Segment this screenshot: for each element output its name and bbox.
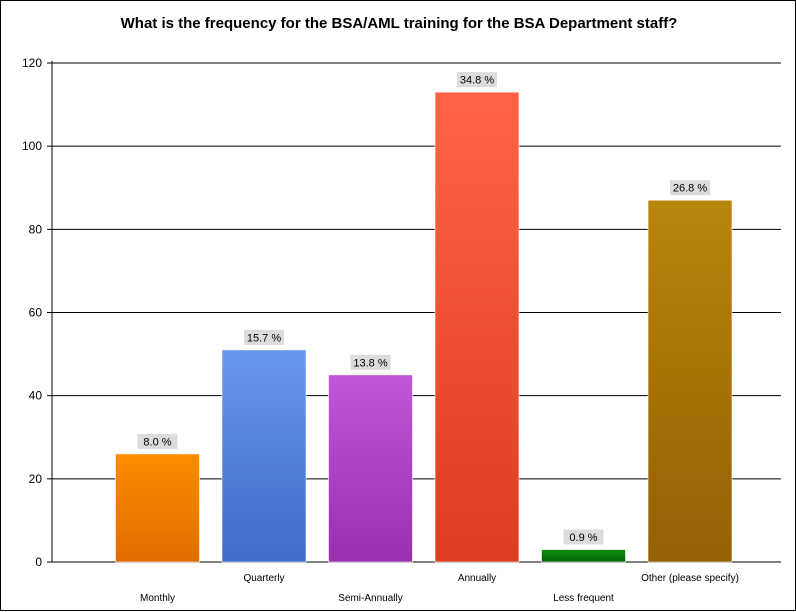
bar-monthly	[115, 453, 200, 563]
bar-less-frequent	[541, 549, 626, 563]
data-label-box	[244, 329, 284, 345]
bars	[115, 91, 733, 563]
data-label-box	[350, 354, 391, 370]
x-tick-label: Annually	[458, 573, 496, 584]
y-tick-label: 0	[35, 555, 42, 569]
data-labels: 8.0 % 15.7 % 13.8 % 34.8 % 0.9 % 26.8 %	[137, 72, 710, 545]
chart-title: What is the frequency for the BSA/AML tr…	[120, 15, 678, 32]
y-tick-label: 60	[29, 306, 43, 320]
data-label-box	[137, 433, 178, 449]
y-tick-label: 80	[29, 222, 43, 236]
x-tick-label: Quarterly	[243, 573, 284, 584]
y-tick-label: 20	[29, 472, 43, 486]
data-label: 8.0 %	[143, 436, 171, 448]
y-tick-label: 120	[22, 56, 42, 70]
y-tick-label: 40	[29, 389, 43, 403]
bar-other-please-specify	[647, 199, 733, 563]
data-label: 15.7 %	[247, 332, 281, 344]
y-tick-labels: 0 20 40 60 80 100 120	[22, 56, 42, 569]
data-label: 13.8 %	[353, 357, 387, 369]
x-tick-labels: Monthly Quarterly Semi-Annually Annually Les…	[140, 573, 739, 604]
data-label-box	[670, 180, 710, 196]
data-label: 26.8 %	[673, 183, 707, 195]
data-label-box	[563, 529, 604, 545]
bar-annually	[434, 91, 520, 563]
data-label: 34.8 %	[460, 75, 494, 87]
x-tick-label: Other (please specify)	[641, 573, 739, 584]
y-tick-label: 100	[22, 139, 42, 153]
bar-semi-annually	[328, 374, 413, 563]
x-tick-label: Semi-Annually	[338, 593, 402, 604]
data-label: 0.9 %	[569, 532, 597, 544]
bar-quarterly	[221, 349, 307, 563]
data-label-box	[457, 72, 497, 88]
x-tick-label: Less frequent	[553, 593, 614, 604]
x-tick-label: Monthly	[140, 593, 175, 604]
